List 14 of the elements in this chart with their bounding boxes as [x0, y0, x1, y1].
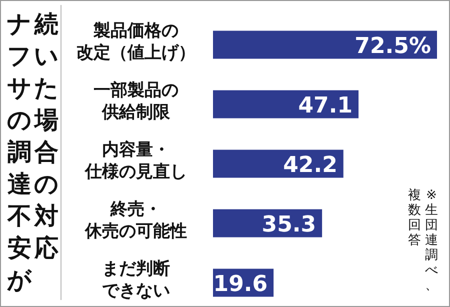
y-tick-label: 製品価格の改定（値上げ）	[76, 20, 196, 63]
bar	[213, 30, 437, 59]
data-label: 72.5%	[354, 34, 431, 59]
chart-title: ナフサの調達不安が続いた場合の対応	[7, 10, 59, 294]
y-tick-label: 一部製品の供給制限	[94, 80, 178, 122]
y-tick-label: 内容量・仕様の見直し	[84, 140, 187, 182]
data-label: 42.2	[283, 152, 338, 178]
data-label: 19.6	[213, 272, 268, 297]
y-tick-label: 終売・休売の可能性	[84, 199, 187, 242]
data-label: 35.3	[262, 212, 316, 238]
text: ※生団連調べ、複数回答	[408, 188, 438, 293]
data-label: 47.1	[298, 93, 353, 118]
bar	[213, 90, 359, 118]
y-tick-label: まだ判断できない	[102, 258, 170, 301]
